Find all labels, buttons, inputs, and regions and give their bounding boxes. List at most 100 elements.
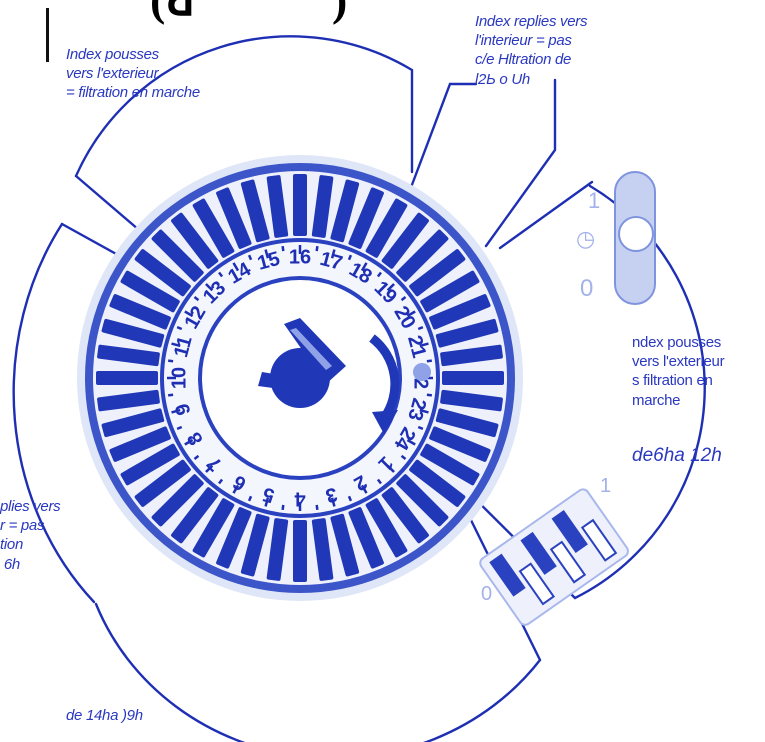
hour-tick (419, 408, 429, 414)
hour-tick (315, 245, 319, 252)
index-pin (109, 294, 171, 330)
hour-tick (400, 454, 407, 460)
index-detail-pins (489, 510, 618, 606)
hour-tick (417, 325, 424, 331)
index-pin (365, 198, 408, 258)
index-pin (101, 408, 165, 438)
index-detail-label-zero: 0 (481, 583, 492, 605)
switch-label-on: 1 (588, 188, 600, 213)
note-bottom-left: plies vers r = pas tion 6h (0, 498, 61, 573)
index-pin (429, 426, 491, 462)
leader-left-arc (12, 222, 96, 604)
index-pin (420, 270, 480, 313)
index-pin (216, 187, 252, 249)
index-pin (134, 459, 191, 507)
hour-tick (360, 484, 368, 494)
hour-tick (347, 495, 353, 502)
hour-tick (171, 408, 181, 414)
index-pin (97, 344, 160, 367)
index-pin (365, 498, 408, 558)
index-pin (330, 513, 360, 577)
note-right: ndex pousses vers l'exterieur s filtrati… (632, 334, 725, 409)
note-top-right: Index replies vers l'interieur = pas c/e… (475, 13, 588, 88)
detail-pin (551, 510, 588, 554)
pointer-tail (258, 372, 322, 394)
switch-knob[interactable] (618, 216, 654, 252)
index-pin (134, 249, 191, 297)
hour-tick (406, 438, 416, 446)
timer-dial: 123456789101112131415161718192021222324 (77, 155, 523, 601)
leader-bottom-arc (94, 508, 542, 742)
index-pin (409, 249, 466, 297)
index-pin (311, 175, 334, 238)
index-pin (120, 443, 180, 486)
hour-tick (167, 393, 174, 397)
hour-tick (330, 249, 336, 259)
hour-label: 5 (261, 483, 277, 507)
hour-label: 4 (294, 488, 306, 510)
index-pin (396, 474, 449, 527)
hour-tick (315, 504, 319, 511)
leader-top-right-b (484, 78, 557, 248)
index-pin (330, 179, 360, 243)
detail-pin (549, 540, 587, 584)
index-pin (429, 294, 491, 330)
hour-tick (426, 393, 433, 397)
note-right-hours: de6ha 12h (632, 445, 722, 466)
index-pin (266, 175, 289, 238)
detail-pin (518, 562, 556, 606)
index-pin (440, 344, 503, 367)
index-pin (420, 443, 480, 486)
index-pin (435, 408, 499, 438)
rotation-arrow-icon (369, 334, 400, 421)
hour-tick (376, 478, 382, 485)
leader-top-right (402, 82, 478, 208)
hour-tick (218, 271, 224, 278)
index-pin (109, 426, 171, 462)
leader-right-upper (498, 180, 594, 250)
index-pin (120, 270, 180, 313)
hour-tick (386, 283, 395, 292)
hour-tick (205, 464, 214, 473)
note-top-left: Index pousses vers l'exterieur = filtrat… (66, 46, 200, 102)
index-pin (409, 459, 466, 507)
hour-tick (400, 296, 407, 302)
detail-pin (580, 518, 618, 562)
index-pin (266, 518, 289, 581)
index-pin (171, 212, 219, 269)
hour-tick (281, 245, 285, 252)
hour-tick (205, 283, 214, 292)
index-pin (240, 513, 270, 577)
index-pin (440, 389, 503, 412)
detail-pin (520, 531, 557, 575)
index-pin (97, 389, 160, 412)
index-pin (435, 318, 499, 348)
index-pin (171, 487, 219, 544)
switch-label-auto-icon: ◷ (576, 226, 595, 251)
hour-tick (247, 495, 253, 502)
mode-switch: 1 ◷ 0 (576, 171, 656, 305)
hour-label: 9 (171, 401, 195, 417)
hour-tick (419, 342, 429, 348)
index-pin (192, 498, 235, 558)
hour-tick (281, 504, 285, 511)
index-pin (151, 229, 204, 282)
hour-tick (232, 484, 240, 494)
hour-label: 16 (289, 246, 311, 268)
index-pin (442, 371, 504, 385)
hour-tick (426, 359, 433, 363)
index-pin (348, 187, 384, 249)
hour-tick (376, 271, 382, 278)
index-pin (96, 371, 158, 385)
index-detail (479, 488, 629, 626)
detail-pin (489, 553, 526, 597)
hour-ticks (167, 245, 433, 511)
dial-segments (96, 174, 504, 582)
hour-tick (417, 425, 424, 431)
index-pin (293, 520, 307, 582)
index-pin (192, 198, 235, 258)
rotation-arrowhead-icon (372, 410, 398, 434)
index-pin (101, 318, 165, 348)
index-pin (381, 212, 429, 269)
